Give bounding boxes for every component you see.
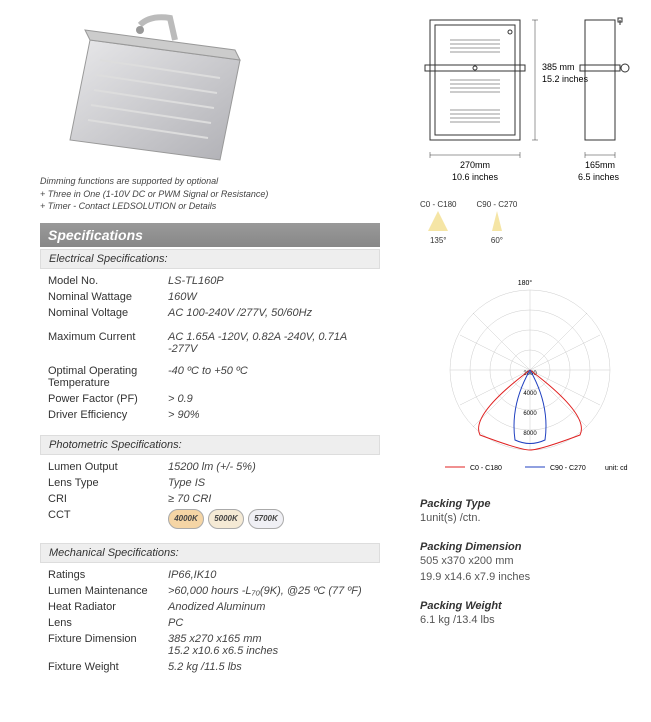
spec-label: Lens Type	[48, 477, 168, 489]
polar-leg2: C90 - C270	[550, 465, 586, 472]
svg-text:180°: 180°	[518, 279, 533, 287]
spec-label: Ratings	[48, 569, 168, 581]
svg-text:4000: 4000	[523, 391, 537, 397]
beam-label: C0 - C180	[420, 200, 456, 209]
packing-dim-value: 505 x370 x200 mm	[420, 553, 640, 570]
spec-label: Nominal Wattage	[48, 291, 168, 303]
note-line: + Timer - Contact LEDSOLUTION or Details	[40, 200, 380, 213]
spec-label: Model No.	[48, 275, 168, 287]
photometric-table: Lumen Output15200 lm (+/- 5%) Lens TypeT…	[40, 459, 380, 531]
mechanical-table: RatingsIP66,IK10 Lumen Maintenance>60,00…	[40, 567, 380, 675]
spec-value: 15200 lm (+/- 5%)	[168, 461, 372, 473]
spec-label: CCT	[48, 509, 168, 529]
dim-width-mm: 270mm	[460, 160, 490, 170]
spec-label: Heat Radiator	[48, 601, 168, 613]
spec-value: 160W	[168, 291, 372, 303]
note-line: + Three in One (1-10V DC or PWM Signal o…	[40, 188, 380, 201]
polar-leg1: C0 - C180	[470, 465, 502, 472]
spec-value: 385 x270 x165 mm 15.2 x10.6 x6.5 inches	[168, 633, 372, 657]
spec-value: LS-TL160P	[168, 275, 372, 287]
dim-depth-mm: 165mm	[585, 160, 615, 170]
spec-label: Fixture Weight	[48, 661, 168, 673]
spec-value: Type IS	[168, 477, 372, 489]
photometric-subheader: Photometric Specifications:	[40, 435, 380, 455]
spec-value: Anodized Aluminum	[168, 601, 372, 613]
spec-value: AC 1.65A -120V, 0.82A -240V, 0.71A -277V	[168, 331, 372, 355]
mechanical-subheader: Mechanical Specifications:	[40, 543, 380, 563]
dim-width-in: 10.6 inches	[452, 172, 499, 182]
beam-label: C90 - C270	[476, 200, 517, 209]
cct-badge: 5000K	[208, 509, 244, 529]
spec-label: Maximum Current	[48, 331, 168, 355]
electrical-table: Model No.LS-TL160P Nominal Wattage160W N…	[40, 273, 380, 423]
note-line: Dimming functions are supported by optio…	[40, 175, 380, 188]
beam-angle: 60°	[476, 236, 517, 245]
packing-dim-value2: 19.9 x14.6 x7.9 inches	[420, 569, 640, 586]
product-image	[40, 10, 270, 170]
dim-depth-in: 6.5 inches	[578, 172, 620, 182]
technical-drawing: 385 mm 15.2 inches 270mm 10.6 inches 165…	[420, 10, 640, 185]
electrical-subheader: Electrical Specifications:	[40, 249, 380, 269]
spec-label: Nominal Voltage	[48, 307, 168, 319]
dim-height-mm: 385 mm	[542, 62, 575, 72]
beam-angle: 135°	[420, 236, 456, 245]
spec-value: >60,000 hours -L₇₀(9K), @25 ºC (77 ºF)	[168, 585, 372, 597]
beam-legend: C0 - C180 135° C90 - C270 60°	[420, 200, 640, 245]
spec-value: > 0.9	[168, 393, 372, 405]
svg-text:8000: 8000	[523, 431, 537, 437]
spec-label: Optimal Operating Temperature	[48, 365, 168, 389]
spec-value: PC	[168, 617, 372, 629]
cct-badges: 4000K 5000K 5700K	[168, 509, 372, 529]
polar-chart: 180° 2000 4000 6000 8000 C0 - C180 C90 -…	[420, 275, 640, 478]
spec-label: Power Factor (PF)	[48, 393, 168, 405]
packing-info: Packing Type 1unit(s) /ctn. Packing Dime…	[420, 498, 640, 628]
spec-value: > 90%	[168, 409, 372, 421]
spec-label: Lens	[48, 617, 168, 629]
polar-unit: unit: cd	[605, 465, 628, 472]
specifications-header: Specifications	[40, 223, 380, 247]
packing-type-label: Packing Type	[420, 498, 640, 510]
spec-value: -40 ºC to +50 ºC	[168, 365, 372, 389]
dim-height-in: 15.2 inches	[542, 74, 589, 84]
packing-weight-value: 6.1 kg /13.4 lbs	[420, 612, 640, 629]
cct-badge: 5700K	[248, 509, 284, 529]
packing-dim-label: Packing Dimension	[420, 541, 640, 553]
packing-type-value: 1unit(s) /ctn.	[420, 510, 640, 527]
spec-value: ≥ 70 CRI	[168, 493, 372, 505]
cct-badge: 4000K	[168, 509, 204, 529]
spec-value: 5.2 kg /11.5 lbs	[168, 661, 372, 673]
svg-text:6000: 6000	[523, 411, 537, 417]
spec-label: CRI	[48, 493, 168, 505]
packing-weight-label: Packing Weight	[420, 600, 640, 612]
spec-value: AC 100-240V /277V, 50/60Hz	[168, 307, 372, 319]
spec-label: Fixture Dimension	[48, 633, 168, 657]
spec-value: IP66,IK10	[168, 569, 372, 581]
spec-label: Driver Efficiency	[48, 409, 168, 421]
spec-label: Lumen Maintenance	[48, 585, 168, 597]
dimming-notes: Dimming functions are supported by optio…	[40, 175, 380, 213]
spec-label: Lumen Output	[48, 461, 168, 473]
